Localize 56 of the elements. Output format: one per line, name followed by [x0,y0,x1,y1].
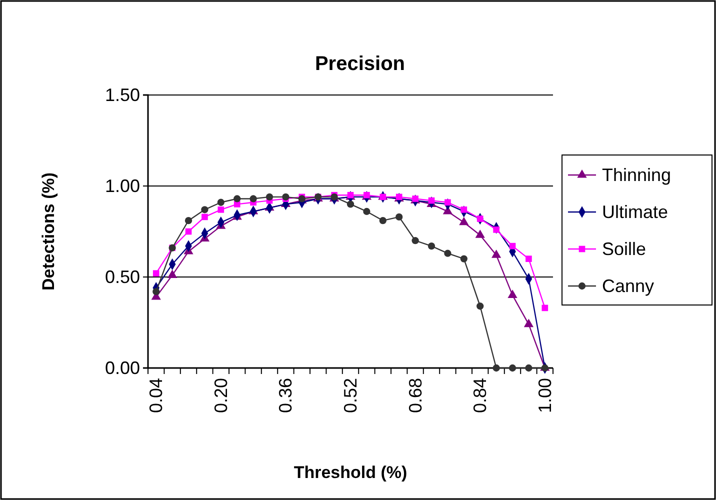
point [217,198,224,206]
point [460,206,468,213]
point [184,217,192,224]
legend-label: Thinning [602,165,672,185]
chart-title: Precision [314,53,406,75]
point [346,200,354,208]
x-tick-label: 0.04 [146,378,166,414]
y-tick-label: 0.50 [104,266,140,287]
point [412,237,419,244]
legend-label: Ultimate [602,202,668,222]
point [396,213,403,220]
point [476,216,484,222]
legend-label: Canny [602,276,654,296]
x-tick-label: 0.36 [276,378,296,414]
x-tick-label: 0.84 [470,378,490,414]
point [444,250,452,257]
point [526,256,532,262]
y-tick-label: 1.50 [104,84,140,105]
point [250,195,257,202]
point [167,270,178,278]
point [509,242,516,250]
point [460,255,468,262]
point [185,228,192,235]
point [444,199,451,206]
x-tick-label: 1.00 [534,378,555,414]
x-tick-label: 0.68 [405,378,426,414]
point [475,230,485,238]
point [428,242,436,250]
point [282,193,290,200]
point [363,208,370,216]
point [524,318,534,328]
point [525,364,532,372]
x-tick-label: 0.20 [210,378,231,414]
y-axis-title: Detections (%) [39,172,58,291]
point [380,194,386,200]
point [152,270,160,277]
point [459,216,469,226]
point [201,206,208,214]
point [234,195,241,202]
point [152,288,160,296]
point [542,304,548,312]
point [428,197,435,204]
point [379,217,386,224]
point [218,206,224,213]
point [491,250,502,258]
x-axis-title: Threshold (%) [294,463,408,482]
x-tick-label: 0.52 [340,378,360,414]
point [492,364,500,372]
point [508,290,518,298]
y-tick-label: 0.00 [104,358,140,378]
point [202,214,208,220]
y-tick-label: 1.00 [104,176,140,196]
legend-label: Soille [602,239,646,259]
point [508,364,516,372]
point [266,193,274,200]
point [476,302,484,310]
